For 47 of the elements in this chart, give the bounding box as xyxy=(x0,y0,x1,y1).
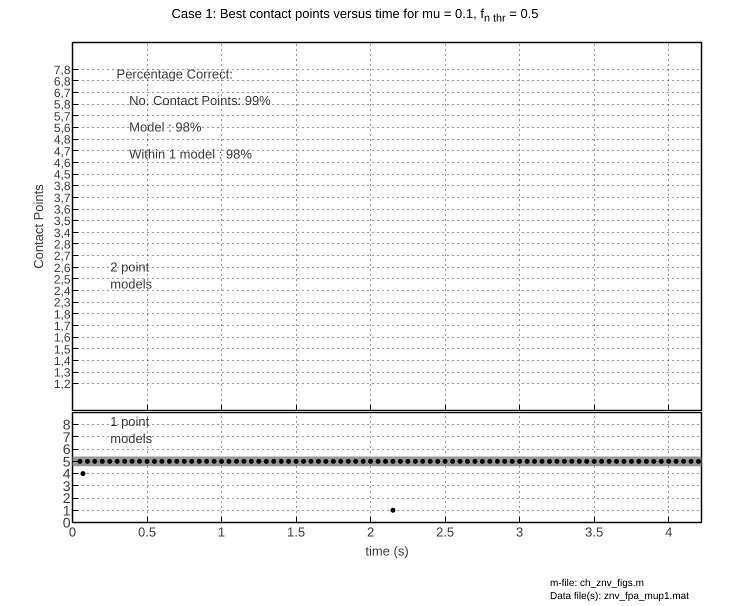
text: Contact Points xyxy=(30,184,46,269)
x-tick-label: 1.5 xyxy=(287,524,306,540)
text: Within 1 model : 98% xyxy=(129,146,252,162)
category-label: 1,4 xyxy=(54,354,71,368)
category-label: 7,8 xyxy=(54,62,71,77)
category-label: 2,6 xyxy=(54,260,71,275)
category-label: 5,8 xyxy=(54,98,71,112)
annotation: 1 point models xyxy=(110,414,153,446)
category-label: 1,2 xyxy=(54,377,71,392)
category-label: 5,6 xyxy=(54,121,71,136)
category-label: 2,4 xyxy=(54,284,71,298)
x-axis-title: time (s) xyxy=(365,544,409,558)
category-label: 6,8 xyxy=(54,74,71,88)
text: Data file(s): znv_fpa_mup1.mat xyxy=(550,591,689,602)
text: 2 point models xyxy=(110,259,153,292)
category-label: 1,6 xyxy=(54,330,71,345)
category-label: 4,5 xyxy=(54,168,71,182)
text: Model : 98% xyxy=(129,120,202,135)
category-label: 2,3 xyxy=(54,296,71,310)
category-label: 1,3 xyxy=(54,366,71,380)
category-label: 2,5 xyxy=(54,272,71,286)
category-label: 3,7 xyxy=(54,190,71,205)
category-label: 4,7 xyxy=(54,144,71,158)
x-tick-label: 3 xyxy=(516,524,524,540)
text: No. Contact Points: 99% xyxy=(129,93,272,108)
category-label: 1,5 xyxy=(54,342,71,356)
category-label: 3,8 xyxy=(54,179,71,194)
x-tick-label: 1 xyxy=(218,524,226,540)
category-label: 1,8 xyxy=(54,307,71,322)
x-tick-label: 4 xyxy=(665,524,672,540)
x-tick-label: 0.5 xyxy=(138,524,156,540)
text: m-file: ch_znv_figs.m xyxy=(550,578,644,589)
category-label: 5,7 xyxy=(54,109,71,124)
x-tick-label: 2.5 xyxy=(436,524,454,540)
category-label: 3,5 xyxy=(54,214,71,228)
text: Case 1: Best contact points versus time for mu = 0.1, f$_{n thr}$ = 0.5 xyxy=(170,5,540,27)
category-label: 2,7 xyxy=(54,249,71,264)
category-label: 6,7 xyxy=(54,86,71,100)
x-tick-label: 3.5 xyxy=(585,524,604,540)
text: Percentage Correct: xyxy=(116,66,233,82)
category-label: 3,6 xyxy=(54,202,71,217)
x-tick-label: 2 xyxy=(366,524,374,540)
category-label: 3,4 xyxy=(54,226,71,240)
category-label: 2,8 xyxy=(54,237,71,252)
category-label: 4,6 xyxy=(54,156,71,170)
category-label: 4,8 xyxy=(54,132,71,147)
category-label: 1,7 xyxy=(54,318,71,333)
